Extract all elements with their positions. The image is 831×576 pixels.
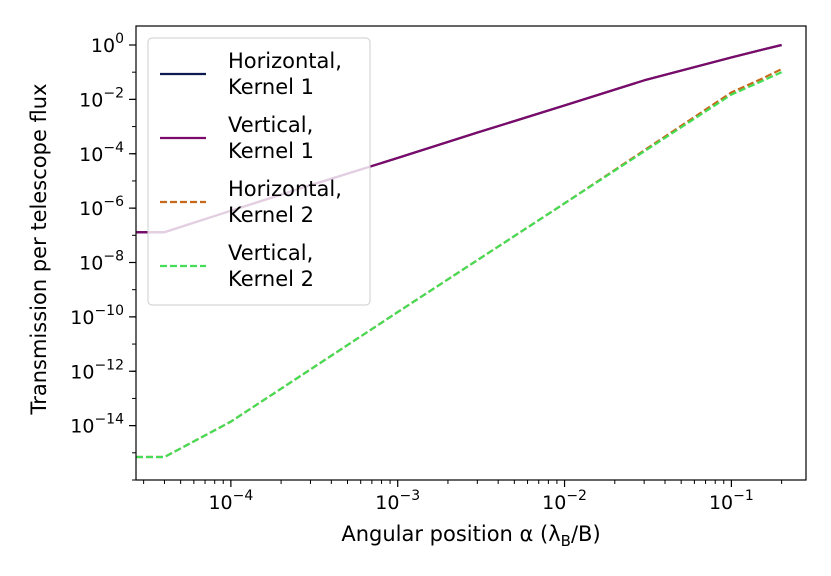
legend-label-3: Horizontal, Kernel 2 [228,177,342,227]
y-tick-label: 10−2 [79,85,124,111]
x-tick-label: 10−2 [542,488,587,514]
x-tick-label: 10−4 [208,488,253,514]
y-axis: 100 10−2 10−4 10−6 10−8 10−10 10−12 10−14 [70,31,136,481]
legend-label-2: Vertical, Kernel 1 [228,113,314,163]
y-axis-label: Transmission per telescope flux [27,83,51,415]
x-axis: 10−4 10−3 10−2 10−1 [143,480,783,514]
series-line-4 [136,71,783,459]
y-tick-label: 10−10 [70,303,124,329]
legend-label-4: Vertical, Kernel 2 [228,241,314,291]
plot-frame [135,25,807,481]
legend-box [147,37,371,306]
y-tick-label: 10−12 [70,357,124,383]
legend-label-1: Horizontal, Kernel 1 [228,49,342,99]
x-tick-label: 10−3 [375,488,420,514]
y-tick-label: 10−6 [79,194,124,220]
y-tick-label: 100 [91,31,124,57]
x-tick-label: 10−1 [709,488,754,514]
legend: Horizontal, Kernel 1 Vertical, Kernel 1 Hori… [147,37,371,306]
y-tick-label: 10−14 [70,412,124,438]
y-tick-label: 10−8 [79,249,124,275]
y-tick-label: 10−4 [79,140,124,166]
x-axis-label: Angular position α (λB/B) [341,522,600,550]
